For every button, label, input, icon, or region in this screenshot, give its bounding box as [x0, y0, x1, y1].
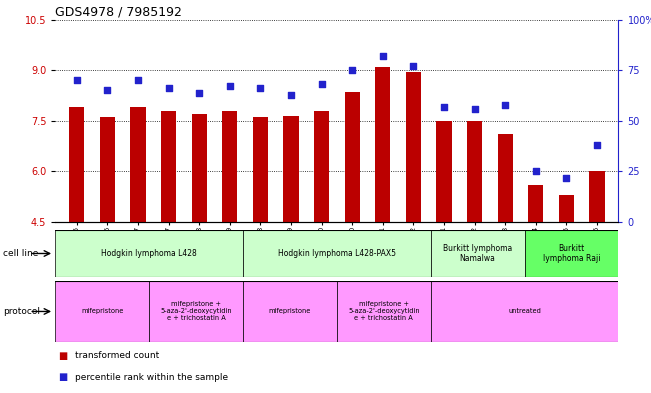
- Bar: [149, 281, 243, 342]
- Text: percentile rank within the sample: percentile rank within the sample: [75, 373, 228, 382]
- Bar: [314, 111, 329, 222]
- Point: [500, 101, 510, 108]
- Point: [592, 142, 602, 148]
- Bar: [243, 281, 337, 342]
- Text: untreated: untreated: [508, 309, 541, 314]
- Bar: [431, 281, 618, 342]
- Point: [102, 87, 113, 94]
- Bar: [337, 281, 431, 342]
- Bar: [222, 111, 238, 222]
- Text: GDS4978 / 7985192: GDS4978 / 7985192: [55, 6, 182, 18]
- Point: [561, 174, 572, 181]
- Point: [531, 168, 541, 174]
- Point: [255, 85, 266, 92]
- Bar: [243, 230, 431, 277]
- Bar: [55, 230, 243, 277]
- Text: Hodgkin lymphoma L428-PAX5: Hodgkin lymphoma L428-PAX5: [278, 249, 396, 258]
- Point: [194, 89, 204, 95]
- Bar: [431, 230, 525, 277]
- Bar: [528, 185, 544, 222]
- Point: [133, 77, 143, 84]
- Point: [469, 106, 480, 112]
- Bar: [467, 121, 482, 222]
- Bar: [406, 72, 421, 222]
- Bar: [559, 195, 574, 222]
- Point: [72, 77, 82, 84]
- Bar: [497, 134, 513, 222]
- Text: ■: ■: [59, 351, 68, 361]
- Bar: [130, 107, 146, 222]
- Bar: [253, 118, 268, 222]
- Point: [378, 53, 388, 59]
- Text: mifepristone: mifepristone: [81, 309, 124, 314]
- Point: [408, 63, 419, 69]
- Text: mifepristone: mifepristone: [269, 309, 311, 314]
- Point: [286, 92, 296, 98]
- Bar: [375, 67, 391, 222]
- Bar: [100, 118, 115, 222]
- Point: [316, 81, 327, 88]
- Bar: [69, 107, 85, 222]
- Bar: [589, 171, 605, 222]
- Point: [439, 103, 449, 110]
- Text: Hodgkin lymphoma L428: Hodgkin lymphoma L428: [102, 249, 197, 258]
- Text: Burkitt
lymphoma Raji: Burkitt lymphoma Raji: [543, 244, 600, 263]
- Text: protocol: protocol: [3, 307, 40, 316]
- Text: ■: ■: [59, 372, 68, 382]
- Text: mifepristone +
5-aza-2'-deoxycytidin
e + trichostatin A: mifepristone + 5-aza-2'-deoxycytidin e +…: [348, 301, 420, 321]
- Point: [347, 67, 357, 73]
- Text: Burkitt lymphoma
Namalwa: Burkitt lymphoma Namalwa: [443, 244, 512, 263]
- Point: [163, 85, 174, 92]
- Bar: [283, 116, 299, 222]
- Bar: [55, 281, 149, 342]
- Bar: [191, 114, 207, 222]
- Text: transformed count: transformed count: [75, 351, 159, 360]
- Point: [225, 83, 235, 90]
- Text: cell line: cell line: [3, 249, 38, 258]
- Bar: [525, 230, 618, 277]
- Text: mifepristone +
5-aza-2'-deoxycytidin
e + trichostatin A: mifepristone + 5-aza-2'-deoxycytidin e +…: [160, 301, 232, 321]
- Bar: [436, 121, 452, 222]
- Bar: [344, 92, 360, 222]
- Bar: [161, 111, 176, 222]
